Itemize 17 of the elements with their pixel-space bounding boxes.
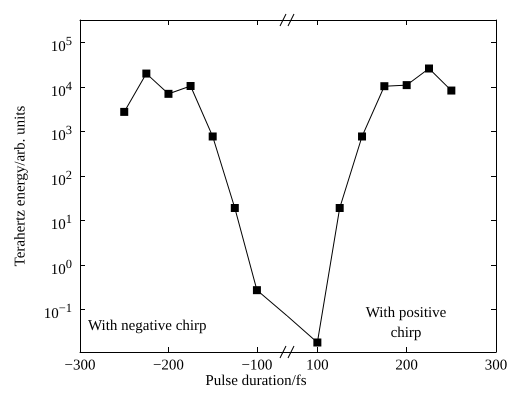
- y-tick-label: 10$^{0}$: [50, 256, 72, 278]
- y-tick-label: 10$^{−1}$: [42, 300, 72, 324]
- x-tick-label: −300: [64, 358, 96, 374]
- x-tick-label: 300: [484, 358, 508, 374]
- x-tick-label: −100: [241, 358, 272, 374]
- x-tick-label: 200: [395, 358, 418, 374]
- annotation: With positive chirp: [366, 305, 447, 341]
- x-axis-title: Pulse duration/fs: [205, 373, 307, 389]
- y-tick-label: 10$^{3}$: [50, 123, 72, 144]
- y-tick-label: 10$^{5}$: [50, 33, 72, 56]
- annotation: With negative chirp: [88, 318, 207, 334]
- y-tick-label: 10$^{1}$: [50, 212, 72, 234]
- x-tick-label: −200: [152, 358, 184, 374]
- y-tick-label: 10$^{2}$: [50, 168, 72, 189]
- y-tick-label: 10$^{4}$: [50, 78, 72, 101]
- x-tick-label: 100: [306, 358, 329, 374]
- y-axis-title: Terahertz energy/arb. units: [12, 105, 28, 266]
